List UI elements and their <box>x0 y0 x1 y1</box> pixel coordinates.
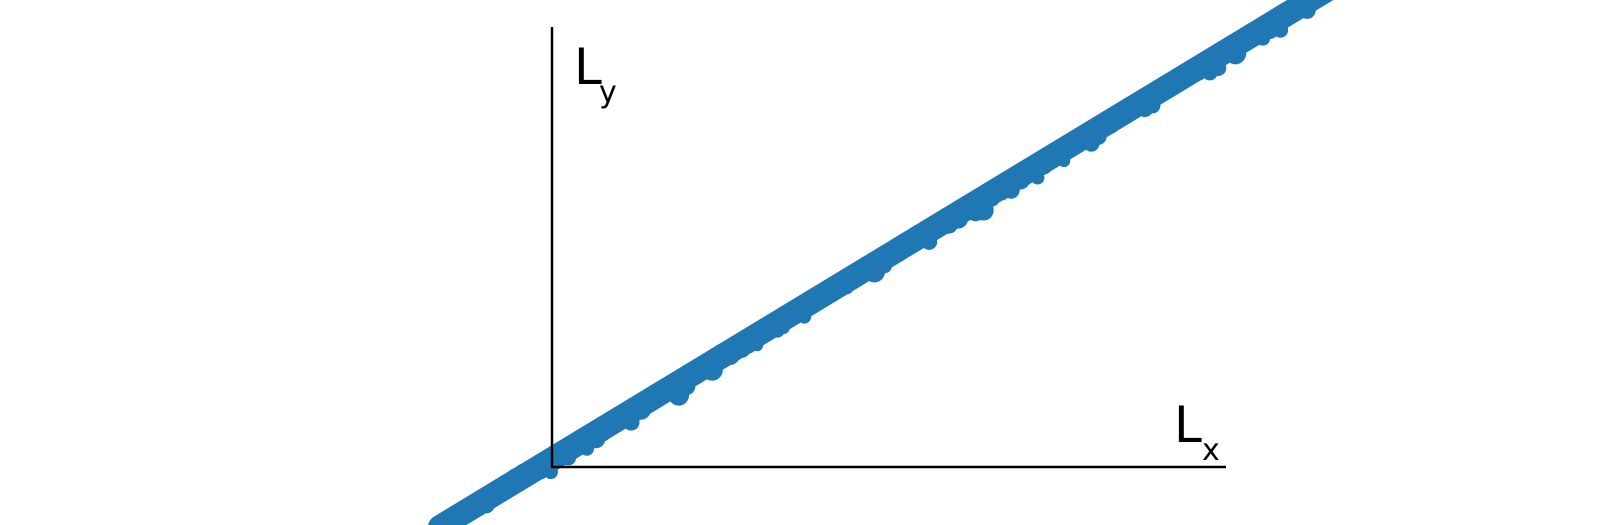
point <box>596 426 611 442</box>
point <box>1019 159 1036 177</box>
point <box>783 301 801 320</box>
point <box>677 377 696 396</box>
point <box>1144 97 1161 114</box>
point <box>543 464 558 480</box>
point <box>1030 170 1045 185</box>
point <box>642 396 658 411</box>
x-axis-label: L <box>1174 396 1202 454</box>
point <box>1272 22 1289 38</box>
point <box>1037 160 1052 175</box>
point <box>560 449 577 466</box>
point <box>838 278 855 295</box>
point <box>1048 153 1061 166</box>
point <box>797 310 812 324</box>
y-axis-subscript: y <box>599 75 617 110</box>
x-axis-subscript: x <box>1202 433 1220 468</box>
point <box>701 359 723 381</box>
point-band <box>428 0 1334 525</box>
point <box>921 233 938 250</box>
point <box>623 414 640 431</box>
point <box>477 496 495 514</box>
point <box>499 485 513 500</box>
point <box>1224 42 1247 65</box>
point <box>1188 62 1208 81</box>
point <box>777 321 790 334</box>
point <box>1309 0 1322 10</box>
point <box>750 339 764 352</box>
point <box>1057 154 1071 168</box>
y-axis-label: L <box>574 38 602 96</box>
point <box>1210 59 1227 77</box>
point <box>1090 129 1107 145</box>
